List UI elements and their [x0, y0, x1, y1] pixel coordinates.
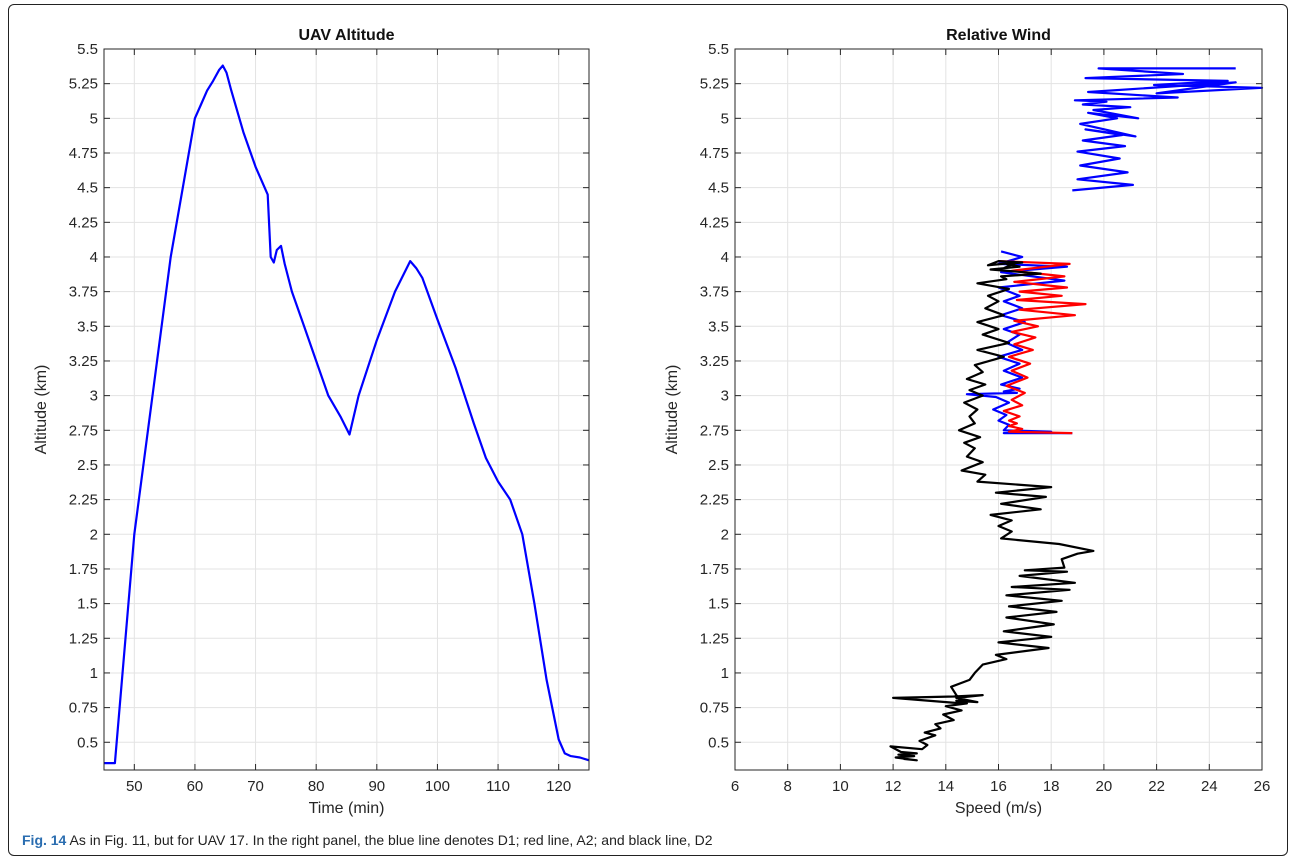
y-tick-label: 3: [721, 388, 729, 405]
y-tick-label: 4.75: [69, 145, 98, 162]
x-tick-label: 6: [731, 778, 739, 795]
series-line-1-segment-2: [965, 250, 1073, 435]
y-tick-label: 1.25: [69, 630, 98, 647]
y-axis-label: Altitude (km): [664, 365, 681, 455]
y-tick-label: 4: [90, 249, 98, 266]
x-tick-label: 100: [425, 778, 450, 795]
x-tick-label: 12: [885, 778, 902, 795]
y-tick-label: 1: [90, 665, 98, 682]
x-tick-label: 24: [1201, 778, 1218, 795]
y-tick-label: 5.5: [708, 41, 729, 58]
series-line-1-segment-1: [1072, 67, 1264, 192]
y-tick-label: 5: [721, 110, 729, 127]
y-tick-label: 0.75: [69, 700, 98, 717]
y-tick-label: 2.75: [700, 422, 729, 439]
y-tick-label: 4.5: [77, 180, 98, 197]
y-tick-label: 1.5: [77, 596, 98, 613]
x-tick-label: 26: [1254, 778, 1271, 795]
tick-marks: [104, 48, 589, 770]
y-tick-label: 2.25: [69, 492, 98, 509]
y-tick-label: 5.25: [69, 76, 98, 93]
y-tick-label: 3: [90, 388, 98, 405]
y-tick-label: 4: [721, 249, 729, 266]
y-tick-label: 3.5: [708, 318, 729, 335]
series-group: [104, 64, 590, 765]
y-tick-label: 0.75: [700, 700, 729, 717]
y-tick-label: 5: [90, 110, 98, 127]
axes-box: [103, 48, 590, 771]
y-tick-label: 2.25: [700, 492, 729, 509]
x-tick-label: 22: [1148, 778, 1165, 795]
chart-title: UAV Altitude: [299, 27, 395, 44]
x-axis-label: Time (min): [309, 800, 385, 817]
x-tick-label: 70: [247, 778, 264, 795]
x-tick-label: 60: [187, 778, 204, 795]
y-tick-label: 3.75: [69, 284, 98, 301]
y-tick-label: 5.25: [700, 76, 729, 93]
y-tick-label: 1.25: [700, 630, 729, 647]
series-line-2-segment-1: [998, 260, 1087, 435]
y-tick-label: 2: [90, 526, 98, 543]
caption-text: As in Fig. 11, but for UAV 17. In the ri…: [69, 832, 713, 848]
y-tick-label: 3.25: [700, 353, 729, 370]
series-line-3-segment-1: [889, 260, 1095, 762]
y-tick-label: 2.5: [708, 457, 729, 474]
y-axis-label: Altitude (km): [33, 365, 50, 455]
y-tick-label: 4.5: [708, 180, 729, 197]
y-tick-label: 1.75: [69, 561, 98, 578]
x-tick-label: 8: [784, 778, 792, 795]
tick-labels: 6 8 10 12 14 16 18 20 22 24 260.50.7511.251.51.752…: [700, 41, 1271, 795]
y-tick-label: 2: [721, 526, 729, 543]
x-tick-label: 50: [126, 778, 143, 795]
x-tick-label: 16: [990, 778, 1007, 795]
grid-lines: [104, 48, 589, 770]
y-tick-label: 2.75: [69, 422, 98, 439]
y-tick-label: 1.75: [700, 561, 729, 578]
tick-marks: [734, 48, 1263, 770]
x-tick-label: 20: [1096, 778, 1113, 795]
tick-labels: 50 60 70 80 90 100 110 120 0.5 0.75 1 1.25 1.5 1.75 2 2…: [69, 41, 571, 795]
x-tick-label: 10: [832, 778, 849, 795]
caption-label: Fig. 14: [22, 832, 67, 848]
x-axis-label: Speed (m/s): [955, 800, 1042, 817]
y-tick-label: 5.5: [77, 41, 98, 58]
y-tick-label: 2.5: [77, 457, 98, 474]
y-tick-label: 3.75: [700, 284, 729, 301]
x-tick-label: 14: [937, 778, 954, 795]
x-tick-label: 110: [486, 778, 510, 795]
series-group: [889, 67, 1264, 762]
y-tick-label: 3.5: [77, 318, 98, 335]
chart-panel-relative-wind: 6 8 10 12 14 16 18 20 22 24 260.50.7511.251.51.752…: [664, 27, 1270, 817]
y-tick-label: 1: [721, 665, 729, 682]
y-tick-label: 0.5: [708, 734, 729, 751]
x-tick-label: 120: [546, 778, 571, 795]
y-tick-label: 4.25: [69, 214, 98, 231]
y-tick-label: 4.75: [700, 145, 729, 162]
x-tick-label: 80: [308, 778, 325, 795]
figure-caption: Fig. 14 As in Fig. 11, but for UAV 17. I…: [22, 832, 1272, 848]
y-tick-label: 4.25: [700, 214, 729, 231]
chart-panel-uav-altitude: 50 60 70 80 90 100 110 120 0.5 0.75 1 1.25 1.5 1.75 2 2…: [33, 27, 590, 817]
x-tick-label: 18: [1043, 778, 1060, 795]
y-tick-label: 0.5: [77, 734, 98, 751]
plot-area: [104, 49, 589, 770]
chart-title: Relative Wind: [946, 27, 1051, 44]
y-tick-label: 1.5: [708, 596, 729, 613]
y-tick-label: 3.25: [69, 353, 98, 370]
series-line-1-segment-1: [104, 64, 590, 765]
x-tick-label: 90: [368, 778, 385, 795]
